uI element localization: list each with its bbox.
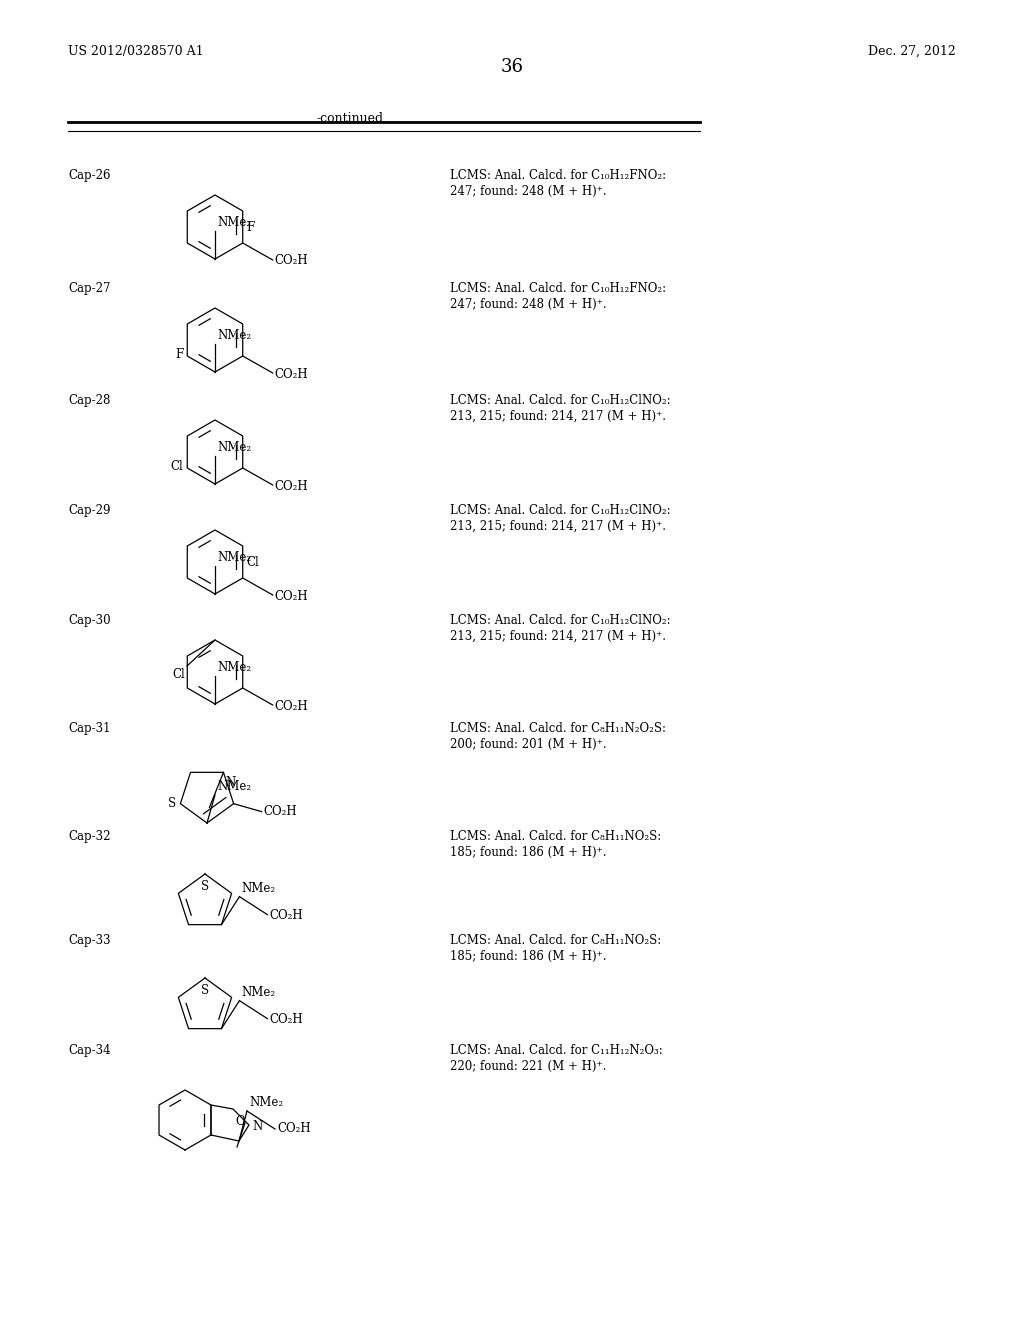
Text: NMe₂: NMe₂ xyxy=(242,882,275,895)
Text: NMe₂: NMe₂ xyxy=(217,780,251,793)
Text: CO₂H: CO₂H xyxy=(274,700,308,713)
Text: LCMS: Anal. Calcd. for C₈H₁₁NO₂S:: LCMS: Anal. Calcd. for C₈H₁₁NO₂S: xyxy=(450,935,662,946)
Text: 247; found: 248 (M + H)⁺.: 247; found: 248 (M + H)⁺. xyxy=(450,185,606,198)
Text: CO₂H: CO₂H xyxy=(269,909,303,923)
Text: Cap-32: Cap-32 xyxy=(68,830,111,843)
Text: S: S xyxy=(201,880,209,894)
Text: Cl: Cl xyxy=(172,668,185,681)
Text: F: F xyxy=(247,220,255,234)
Text: Cap-33: Cap-33 xyxy=(68,935,111,946)
Text: N: N xyxy=(225,776,236,789)
Text: LCMS: Anal. Calcd. for C₁₁H₁₂N₂O₃:: LCMS: Anal. Calcd. for C₁₁H₁₂N₂O₃: xyxy=(450,1044,663,1057)
Text: CO₂H: CO₂H xyxy=(274,255,308,268)
Text: Dec. 27, 2012: Dec. 27, 2012 xyxy=(868,45,956,58)
Text: NMe₂: NMe₂ xyxy=(217,661,251,675)
Text: Cap-31: Cap-31 xyxy=(68,722,111,735)
Text: NMe₂: NMe₂ xyxy=(217,441,251,454)
Text: S: S xyxy=(168,797,176,810)
Text: LCMS: Anal. Calcd. for C₈H₁₁N₂O₂S:: LCMS: Anal. Calcd. for C₈H₁₁N₂O₂S: xyxy=(450,722,666,735)
Text: 213, 215; found: 214, 217 (M + H)⁺.: 213, 215; found: 214, 217 (M + H)⁺. xyxy=(450,520,666,533)
Text: 213, 215; found: 214, 217 (M + H)⁺.: 213, 215; found: 214, 217 (M + H)⁺. xyxy=(450,630,666,643)
Text: 36: 36 xyxy=(501,58,523,77)
Text: -continued: -continued xyxy=(316,112,384,125)
Text: CO₂H: CO₂H xyxy=(274,367,308,380)
Text: NMe₂: NMe₂ xyxy=(249,1096,283,1109)
Text: Cap-26: Cap-26 xyxy=(68,169,111,182)
Text: LCMS: Anal. Calcd. for C₁₀H₁₂ClNO₂:: LCMS: Anal. Calcd. for C₁₀H₁₂ClNO₂: xyxy=(450,504,671,517)
Text: O: O xyxy=(234,1115,245,1129)
Text: CO₂H: CO₂H xyxy=(269,1014,303,1026)
Text: F: F xyxy=(175,347,183,360)
Text: LCMS: Anal. Calcd. for C₁₀H₁₂FNO₂:: LCMS: Anal. Calcd. for C₁₀H₁₂FNO₂: xyxy=(450,169,667,182)
Text: Cl: Cl xyxy=(247,556,259,569)
Text: NMe₂: NMe₂ xyxy=(242,986,275,999)
Text: Cap-28: Cap-28 xyxy=(68,393,111,407)
Text: 220; found: 221 (M + H)⁺.: 220; found: 221 (M + H)⁺. xyxy=(450,1060,606,1073)
Text: Cap-29: Cap-29 xyxy=(68,504,111,517)
Text: LCMS: Anal. Calcd. for C₁₀H₁₂ClNO₂:: LCMS: Anal. Calcd. for C₁₀H₁₂ClNO₂: xyxy=(450,614,671,627)
Text: CO₂H: CO₂H xyxy=(263,805,297,818)
Text: LCMS: Anal. Calcd. for C₈H₁₁NO₂S:: LCMS: Anal. Calcd. for C₈H₁₁NO₂S: xyxy=(450,830,662,843)
Text: NMe₂: NMe₂ xyxy=(217,216,251,228)
Text: NMe₂: NMe₂ xyxy=(217,550,251,564)
Text: Cap-34: Cap-34 xyxy=(68,1044,111,1057)
Text: 200; found: 201 (M + H)⁺.: 200; found: 201 (M + H)⁺. xyxy=(450,738,606,751)
Text: CO₂H: CO₂H xyxy=(274,590,308,602)
Text: 213, 215; found: 214, 217 (M + H)⁺.: 213, 215; found: 214, 217 (M + H)⁺. xyxy=(450,411,666,422)
Text: 247; found: 248 (M + H)⁺.: 247; found: 248 (M + H)⁺. xyxy=(450,298,606,312)
Text: N: N xyxy=(252,1121,262,1134)
Text: S: S xyxy=(201,983,209,997)
Text: 185; found: 186 (M + H)⁺.: 185; found: 186 (M + H)⁺. xyxy=(450,950,606,964)
Text: US 2012/0328570 A1: US 2012/0328570 A1 xyxy=(68,45,204,58)
Text: Cap-27: Cap-27 xyxy=(68,282,111,294)
Text: CO₂H: CO₂H xyxy=(276,1122,310,1135)
Text: Cl: Cl xyxy=(171,459,183,473)
Text: NMe₂: NMe₂ xyxy=(217,329,251,342)
Text: 185; found: 186 (M + H)⁺.: 185; found: 186 (M + H)⁺. xyxy=(450,846,606,859)
Text: LCMS: Anal. Calcd. for C₁₀H₁₂ClNO₂:: LCMS: Anal. Calcd. for C₁₀H₁₂ClNO₂: xyxy=(450,393,671,407)
Text: CO₂H: CO₂H xyxy=(274,479,308,492)
Text: LCMS: Anal. Calcd. for C₁₀H₁₂FNO₂:: LCMS: Anal. Calcd. for C₁₀H₁₂FNO₂: xyxy=(450,282,667,294)
Text: Cap-30: Cap-30 xyxy=(68,614,111,627)
